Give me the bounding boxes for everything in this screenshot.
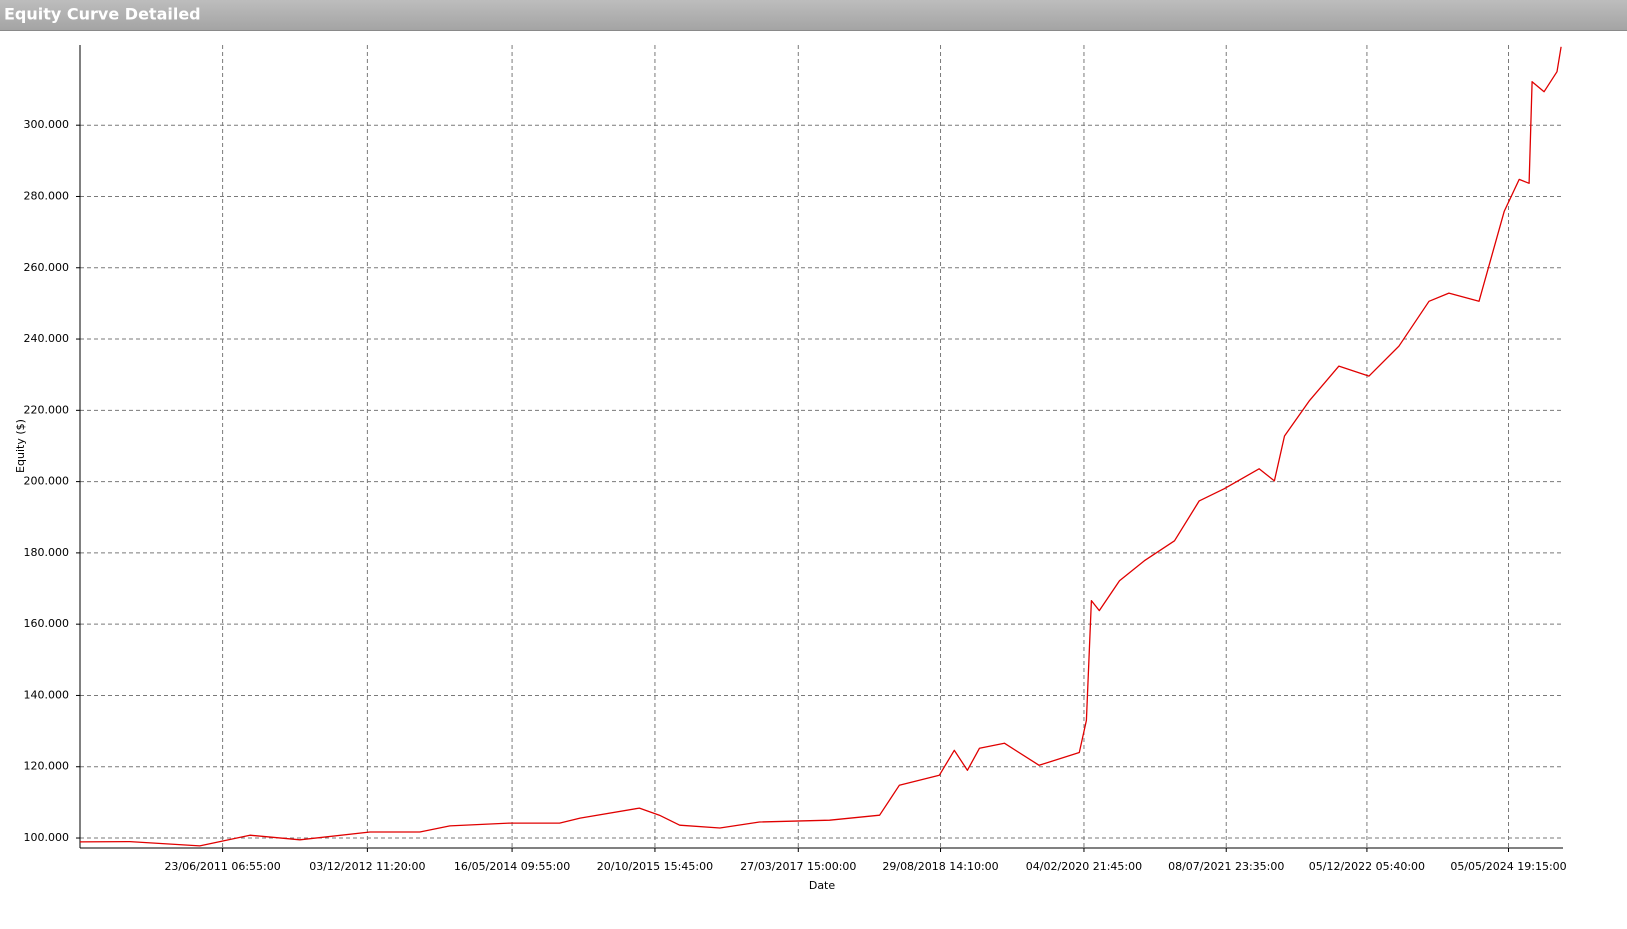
- x-tick-label: 29/08/2018 14:10:00: [882, 860, 998, 873]
- y-tick-label: 120.000: [24, 760, 70, 773]
- y-tick-label: 140.000: [24, 688, 70, 701]
- x-tick-label: 27/03/2017 15:00:00: [740, 860, 856, 873]
- x-tick-label: 05/05/2024 19:15:00: [1450, 860, 1566, 873]
- y-tick-label: 160.000: [24, 617, 70, 630]
- x-tick-label: 08/07/2021 23:35:00: [1168, 860, 1284, 873]
- x-tick-label: 05/12/2022 05:40:00: [1309, 860, 1425, 873]
- x-tick-label: 16/05/2014 09:55:00: [454, 860, 570, 873]
- x-tick-label: 20/10/2015 15:45:00: [597, 860, 713, 873]
- x-tick-label: 04/02/2020 21:45:00: [1026, 860, 1142, 873]
- y-tick-label: 220.000: [24, 403, 70, 416]
- title-bar: [0, 0, 1627, 30]
- x-tick-label: 03/12/2012 11:20:00: [309, 860, 425, 873]
- chart-title: Equity Curve Detailed: [4, 5, 201, 24]
- y-tick-label: 100.000: [24, 831, 70, 844]
- y-axis-label: Equity ($): [14, 419, 27, 473]
- y-tick-label: 280.000: [24, 189, 70, 202]
- y-tick-label: 200.000: [24, 475, 70, 488]
- x-tick-label: 23/06/2011 06:55:00: [164, 860, 280, 873]
- equity-line: [79, 46, 1562, 847]
- y-tick-label: 260.000: [24, 261, 70, 274]
- y-tick-label: 300.000: [24, 118, 70, 131]
- x-axis-label: Date: [809, 879, 836, 892]
- y-tick-label: 180.000: [24, 546, 70, 559]
- y-tick-label: 240.000: [24, 332, 70, 345]
